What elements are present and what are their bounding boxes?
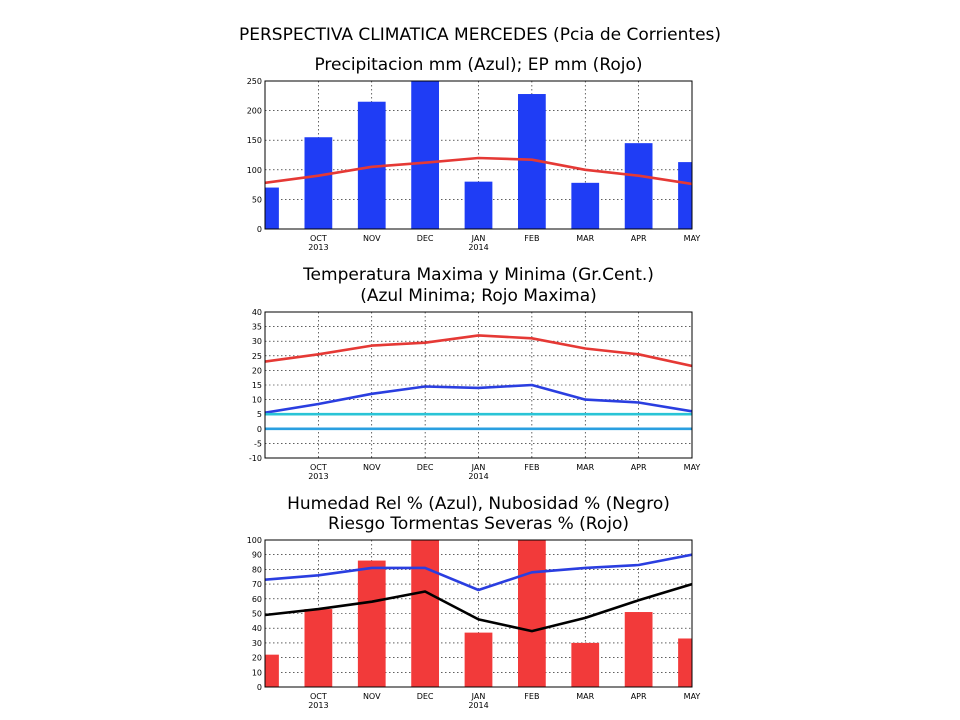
humid-y-tick-label: 100: [247, 536, 262, 545]
temp-x-tick-label: FEB: [524, 463, 539, 472]
temp-y-tick-label: -10: [249, 454, 262, 463]
chart-panels: Precipitacion mm (Azul); EP mm (Rojo)050…: [247, 55, 701, 710]
temp-x-tick-label: JAN: [471, 463, 486, 472]
precip-y-tick-label: 0: [257, 225, 262, 234]
temp-series-line: [265, 383, 692, 414]
temp-y-tick-label: -5: [254, 439, 262, 448]
humid-x-tick-label: MAY: [684, 692, 701, 701]
humid-bar: [411, 540, 440, 687]
humid-x-tick-label: APR: [631, 692, 647, 701]
temp-x-tick-label: APR: [631, 463, 647, 472]
humid-y-tick-label: 20: [252, 654, 262, 663]
humid-x-tick-label: FEB: [524, 692, 539, 701]
page-title: PERSPECTIVA CLIMATICA MERCEDES (Pcia de …: [239, 25, 721, 45]
humid-x-tick-year: 2013: [308, 701, 328, 710]
temp-y-tick-label: 25: [252, 352, 262, 361]
precip-chart: Precipitacion mm (Azul); EP mm (Rojo) 0 50…: [247, 55, 701, 252]
temp-title-line-1: Temperatura Maxima y Minima (Gr.Cent.): [302, 265, 654, 285]
temp-x-tick-label: NOV: [363, 463, 381, 472]
temp-title-line-2: (Azul Minima; Rojo Maxima): [360, 286, 597, 306]
precip-x-tick-label: DEC: [417, 234, 434, 243]
humid-title-line-1: Humedad Rel % (Azul), Nubosidad % (Negro…: [287, 494, 670, 514]
temp-x-tick-label: OCT: [310, 463, 327, 472]
humid-plot-frame: [264, 539, 693, 688]
humid-x-tick-label: DEC: [417, 692, 434, 701]
humid-y-tick-label: 40: [252, 624, 262, 633]
precip-bar: [265, 187, 279, 229]
humid-y-tick-label: 70: [252, 580, 262, 589]
precip-x-tick-label: OCT: [310, 234, 327, 243]
temp-x-tick-year: 2013: [308, 472, 328, 481]
humid-bar: [265, 654, 279, 687]
temp-marks: [265, 334, 692, 431]
humid-y-tick-label: 30: [252, 639, 262, 648]
temp-y-tick-label: 10: [252, 396, 262, 405]
humid-marks: [265, 540, 692, 687]
temp-x-tick-label: DEC: [417, 463, 434, 472]
precip-x-tick-label: FEB: [524, 234, 539, 243]
temp-y-tick-label: 40: [252, 308, 262, 317]
precip-x-tick-year: 2014: [468, 243, 488, 252]
precip-bar: [624, 143, 653, 229]
precip-y-tick-label: 150: [247, 136, 262, 145]
temp-chart: Temperatura Maxima y Minima (Gr.Cent.)(A…: [249, 265, 701, 481]
humid-y-tick-label: 60: [252, 595, 262, 604]
humid-bar: [517, 540, 546, 687]
humid-bar: [678, 638, 692, 687]
temp-x-tick-label: MAY: [684, 463, 701, 472]
temp-series-line: [265, 334, 692, 368]
precip-title-line-1: Precipitacion mm (Azul); EP mm (Rojo): [314, 55, 642, 75]
precip-bar: [304, 137, 333, 229]
precip-y-tick-label: 100: [247, 166, 262, 175]
humid-y-tick-label: 0: [257, 683, 262, 692]
humid-series-line: [265, 582, 692, 633]
temp-y-tick-label: 5: [257, 410, 262, 419]
humid-bar: [357, 560, 386, 687]
humid-y-tick-label: 10: [252, 668, 262, 677]
humid-chart: Humedad Rel % (Azul), Nubosidad % (Negro…: [247, 494, 701, 710]
precip-bar: [571, 182, 600, 229]
temp-y-tick-label: 30: [252, 337, 262, 346]
precip-x-tick-label: NOV: [363, 234, 381, 243]
humid-y-tick-label: 90: [252, 551, 262, 560]
humid-bar: [624, 612, 653, 687]
humid-x-tick-label: NOV: [363, 692, 381, 701]
humid-x-tick-label: MAR: [576, 692, 594, 701]
humid-bar: [571, 642, 600, 687]
precip-bar: [411, 81, 440, 229]
precip-y-tick-label: 50: [252, 195, 262, 204]
precip-bar: [678, 162, 692, 229]
humid-title-line-2: Riesgo Tormentas Severas % (Rojo): [328, 514, 629, 534]
humid-bar: [464, 632, 493, 687]
temp-y-tick-label: 35: [252, 323, 262, 332]
precip-y-tick-label: 200: [247, 107, 262, 116]
humid-x-tick-label: JAN: [471, 692, 486, 701]
precip-x-tick-label: APR: [631, 234, 647, 243]
precip-x-tick-year: 2013: [308, 243, 328, 252]
temp-y-tick-label: 0: [257, 425, 262, 434]
precip-y-tick-label: 250: [247, 77, 262, 86]
temp-y-tick-label: 20: [252, 366, 262, 375]
temp-y-tick-label: 15: [252, 381, 262, 390]
precip-marks: [265, 81, 692, 229]
precip-x-tick-label: JAN: [471, 234, 486, 243]
precip-plot-frame: [264, 80, 693, 230]
precip-x-tick-label: MAR: [576, 234, 594, 243]
precip-bar: [464, 181, 493, 229]
humid-x-tick-year: 2014: [468, 701, 488, 710]
temp-plot-frame: [264, 311, 693, 459]
humid-series-line: [265, 553, 692, 592]
humid-y-tick-label: 80: [252, 565, 262, 574]
precip-series-line: [265, 156, 692, 186]
temp-x-tick-year: 2014: [468, 472, 488, 481]
humid-bar: [304, 609, 333, 687]
humid-x-tick-label: OCT: [310, 692, 327, 701]
humid-y-tick-label: 50: [252, 610, 262, 619]
temp-x-tick-label: MAR: [576, 463, 594, 472]
precip-x-tick-label: MAY: [684, 234, 701, 243]
